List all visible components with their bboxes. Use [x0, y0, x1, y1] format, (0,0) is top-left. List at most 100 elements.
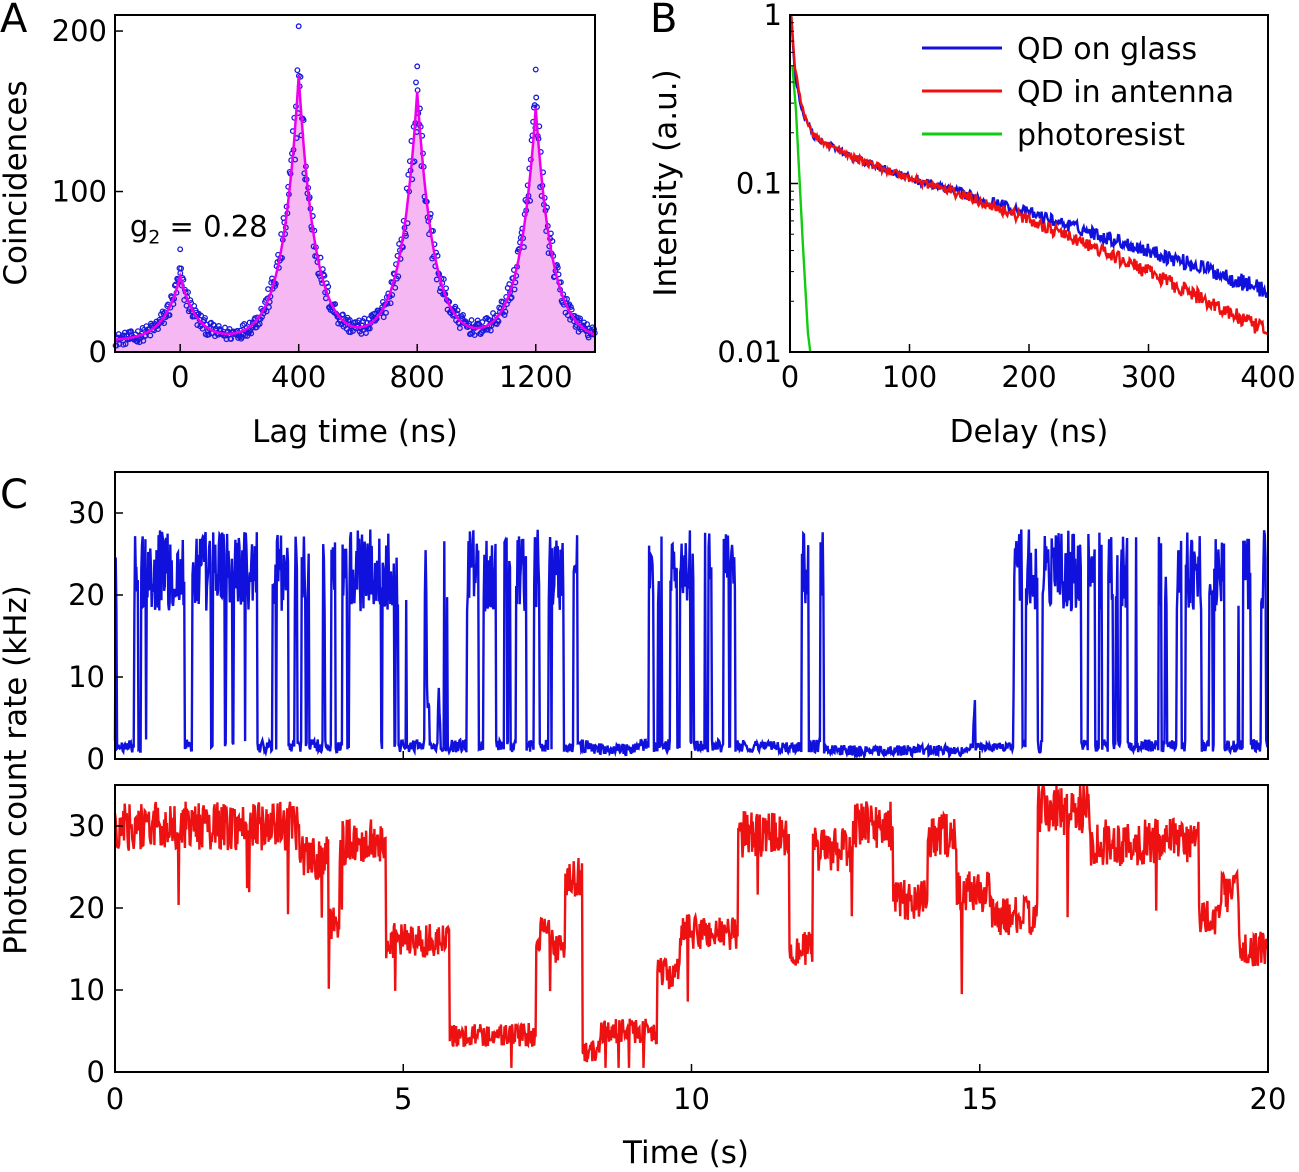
panel-a-point — [440, 276, 447, 283]
panel-c-ytick-label: 20 — [68, 578, 105, 612]
panel-a-point — [564, 312, 571, 319]
panel-a-g2-annotation: g2 = 0.28 — [130, 209, 268, 248]
panel-b-series-line — [790, 14, 1269, 335]
panel-label-b: B — [650, 0, 677, 42]
panel-c-red-trace — [113, 784, 1269, 1068]
panel-a-xlabel: Lag time (ns) — [252, 414, 458, 450]
panel-c-xlabel: Time (s) — [622, 1135, 749, 1171]
panel-a-point — [366, 325, 373, 332]
panel-b-xtick-label: 400 — [1240, 360, 1295, 394]
panel-a-point — [363, 330, 369, 336]
panel-c-xtick-label: 10 — [673, 1082, 710, 1116]
panel-a-point — [183, 302, 190, 309]
panel-a-point — [199, 325, 206, 332]
g2-value: = 0.28 — [160, 209, 267, 243]
panel-a-point — [501, 312, 508, 318]
panel-a-point — [263, 308, 270, 315]
panel-b-xtick-label: 300 — [1121, 360, 1176, 394]
panel-b-ytick-label: 0.1 — [736, 167, 782, 201]
panel-a-point — [380, 314, 387, 321]
panel-a-xtick-label: 800 — [390, 360, 445, 394]
panel-a-ylabel: Coincidences — [0, 80, 34, 285]
panel-c-ytick-label: 0 — [87, 1055, 105, 1089]
panel-a-point — [134, 328, 141, 335]
panel-a-ytick-label: 0 — [89, 335, 107, 369]
panel-c-ytick-label: 30 — [68, 809, 105, 843]
panel-a-point — [202, 314, 208, 321]
panel-c-ytick-label: 30 — [68, 496, 105, 530]
panel-a-point — [215, 323, 222, 329]
panel-b-ytick-label: 1 — [764, 0, 782, 32]
panel-a-point — [346, 317, 353, 323]
panel-a-xtick-label: 1200 — [499, 360, 573, 394]
panel-a-xtick-label: 400 — [271, 360, 326, 394]
panel-a-point — [122, 341, 129, 347]
panel-a-point — [495, 318, 502, 325]
panel-a-point — [577, 315, 584, 322]
panel-c-ytick-label: 10 — [68, 973, 105, 1007]
panel-a-point — [414, 63, 421, 70]
panel-a-point — [387, 300, 394, 307]
panel-a-point — [241, 321, 248, 327]
panel-c-ytick-label: 20 — [68, 891, 105, 925]
panel-a-point — [460, 312, 466, 318]
panel-c-xtick-label: 20 — [1250, 1082, 1287, 1116]
panel-a-chart: 0 400 800 1200 0 100 200 Lag time (ns) Coincid… — [0, 14, 598, 450]
panel-a-point — [295, 23, 302, 30]
panel-label-c: C — [0, 472, 28, 518]
panel-c-ticks: 0 10 20 30 0 10 20 30 0 5 10 15 20 — [68, 496, 1286, 1116]
panel-a-point — [468, 317, 475, 324]
panel-b-xtick-label: 200 — [1001, 360, 1056, 394]
panel-b-chart: 0 100 200 300 400 0.01 0.1 1 QD on glass QD in a… — [648, 0, 1296, 450]
legend-label: photoresist — [1017, 118, 1185, 153]
panel-a-point — [413, 79, 419, 86]
panel-a-point — [147, 332, 154, 339]
panel-a-point — [161, 320, 168, 327]
panel-a-point — [436, 288, 443, 295]
panel-a-point — [532, 66, 539, 73]
panel-a-point — [191, 302, 198, 309]
panel-a-point — [248, 330, 255, 337]
panel-b-xtick-label: 100 — [882, 360, 937, 394]
panel-a-point — [265, 304, 272, 311]
panel-a-point — [177, 246, 184, 253]
legend-label: QD on glass — [1017, 32, 1197, 67]
panel-a-point — [456, 325, 463, 332]
panel-a-point — [502, 308, 509, 315]
g2-symbol: g — [130, 209, 148, 243]
panel-c-ytick-label: 0 — [87, 742, 105, 776]
panel-b-xtick-label: 0 — [781, 360, 799, 394]
panel-a-point — [228, 335, 235, 342]
panel-a-point — [265, 286, 272, 293]
panel-a-point — [339, 311, 346, 318]
panel-b-ticks: 0 100 200 300 400 0.01 0.1 1 — [717, 0, 1295, 394]
panel-c-ytick-label: 10 — [68, 660, 105, 694]
panel-c-xtick-label: 0 — [106, 1082, 124, 1116]
panel-c-xtick-label: 15 — [961, 1082, 998, 1116]
panel-label-a: A — [0, 0, 28, 42]
panel-b-xlabel: Delay (ns) — [950, 414, 1109, 450]
panel-b-ytick-label: 0.01 — [717, 335, 782, 369]
panel-b-ylabel: Intensity (a.u.) — [648, 69, 684, 296]
panel-a-ytick-label: 100 — [52, 175, 107, 209]
panel-a-point — [178, 265, 185, 272]
g2-subscript: 2 — [148, 226, 160, 248]
panel-a-point — [479, 319, 486, 326]
panel-a-point — [246, 319, 253, 326]
panel-a-ytick-label: 200 — [52, 14, 107, 48]
panel-a-point — [294, 67, 301, 74]
panel-b-series — [790, 14, 1269, 353]
panel-c-blue-trace — [113, 529, 1269, 761]
panel-a-point — [511, 286, 518, 293]
panel-a-fit-line — [114, 75, 596, 341]
panel-a-point — [584, 321, 591, 328]
panel-a-point — [454, 307, 461, 314]
panel-c-chart: 0 10 20 30 0 10 20 30 0 5 10 15 20 Time (s) Photon c… — [0, 471, 1286, 1171]
panel-a-point — [247, 327, 254, 334]
panel-c-ylabel: Photon count rate (kHz) — [0, 585, 34, 955]
legend-label: QD in antenna — [1017, 75, 1234, 110]
panel-a-point — [533, 94, 540, 101]
panel-a-ticks: 0 400 800 1200 0 100 200 — [52, 14, 573, 394]
panel-b-series-line — [791, 65, 812, 353]
